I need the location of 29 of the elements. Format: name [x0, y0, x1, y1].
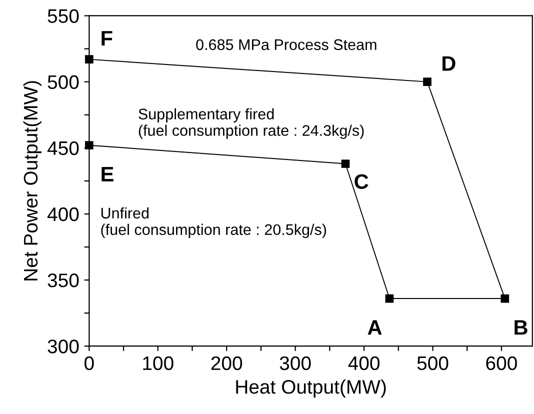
y-tick-label: 400 [47, 207, 79, 222]
annotation: Unfired (fuel consumption rate : 20.5kg/s) [101, 207, 326, 238]
y-tick-label: 350 [48, 273, 79, 288]
x-tick-label: 100 [143, 356, 174, 370]
annotation: A [368, 320, 382, 335]
annotation: Supplementary fired (fuel consumption rate : 24.3kg/s) [138, 108, 364, 139]
point [500, 294, 510, 303]
x-tick-label: 400 [348, 356, 380, 370]
point [423, 78, 432, 86]
x-tick-label: 200 [211, 356, 242, 370]
annotation: B [514, 320, 528, 335]
x-axis-title: Heat Output(MW) [236, 380, 386, 398]
annotation: E [102, 167, 114, 182]
x-tick-label: 300 [280, 356, 311, 370]
y-tick-label: 300 [48, 340, 79, 354]
x-tick-label: 0 [84, 356, 94, 370]
annotation: D [442, 56, 456, 71]
y-tick-label: 450 [47, 141, 79, 156]
annotation: 0.685 MPa Process Steam [196, 39, 376, 50]
x-tick-label: 500 [417, 356, 448, 370]
x-tick-label: 600 [486, 356, 517, 370]
annotation: C [354, 174, 368, 189]
y-tick-label: 550 [48, 9, 79, 23]
y-tick-label: 500 [48, 75, 79, 90]
point [85, 55, 94, 64]
point [385, 294, 394, 303]
y-axis-title: Net Power Output(MW) [23, 81, 42, 280]
point [341, 160, 350, 168]
annotation: F [102, 31, 112, 46]
